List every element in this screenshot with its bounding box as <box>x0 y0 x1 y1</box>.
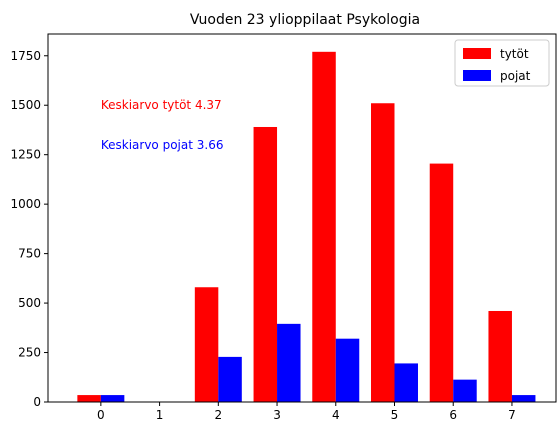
legend-label: tytöt <box>500 47 529 61</box>
x-tick-label: 0 <box>97 408 105 422</box>
x-tick-label: 1 <box>156 408 164 422</box>
bar-pojat-4 <box>335 338 360 402</box>
bar-tytöt-0 <box>77 395 101 402</box>
x-tick-label: 5 <box>391 408 399 422</box>
y-tick-label: 1750 <box>10 49 41 63</box>
annotation: Keskiarvo tytöt 4.37 <box>101 98 222 112</box>
legend-label: pojat <box>500 69 531 83</box>
x-tick-label: 2 <box>214 408 222 422</box>
bar-pojat-0 <box>100 395 125 402</box>
axes-frame <box>47 33 557 403</box>
y-tick-label: 1500 <box>10 98 41 112</box>
chart-title: Vuoden 23 ylioppilaat Psykologia <box>190 12 420 28</box>
bar-pojat-6 <box>453 379 477 402</box>
y-tick-label: 250 <box>18 346 41 360</box>
bar-tytöt-2 <box>194 287 219 402</box>
legend: tytöt pojat <box>454 39 550 87</box>
bar-pojat-5 <box>394 363 418 402</box>
bar-pojat-3 <box>277 323 301 402</box>
y-tick-label: 1000 <box>10 197 41 211</box>
annotation: Keskiarvo pojat 3.66 <box>101 138 224 152</box>
bar-tytöt-6 <box>429 163 454 402</box>
y-tick-label: 750 <box>18 247 41 261</box>
y-tick-label: 1250 <box>10 148 41 162</box>
x-tick-label: 6 <box>449 408 457 422</box>
bar-pojat-7 <box>511 395 536 402</box>
legend-swatch-tytöt <box>463 48 491 59</box>
x-tick-label: 4 <box>332 408 340 422</box>
bar-pojat-2 <box>218 356 242 402</box>
bar-tytöt-3 <box>253 126 278 402</box>
y-tick-label: 500 <box>18 296 41 310</box>
plot-area: 0 250 500 750 1000 1250 1500 1750 0 1 2 3 4 5 6 7 Keskia… <box>10 33 557 422</box>
bar-tytöt-4 <box>312 51 336 402</box>
y-tick-label: 0 <box>33 395 41 409</box>
bar-tytöt-7 <box>488 310 512 402</box>
x-tick-label: 3 <box>273 408 281 422</box>
bar-tytöt-5 <box>371 103 395 402</box>
legend-swatch-pojat <box>463 70 491 81</box>
x-tick-label: 7 <box>508 408 516 422</box>
